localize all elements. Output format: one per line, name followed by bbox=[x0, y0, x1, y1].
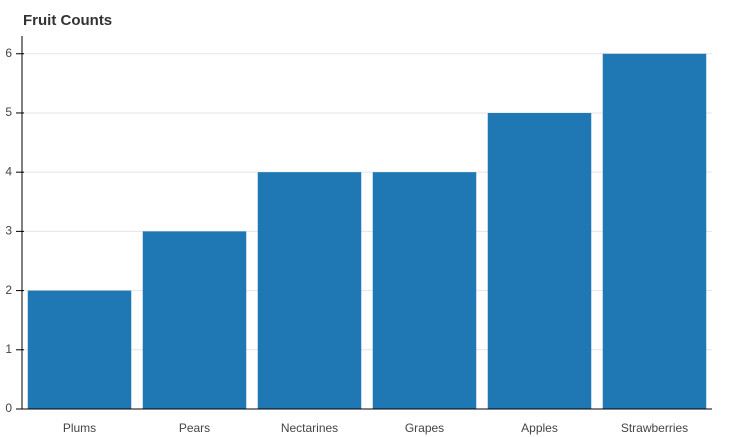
y-tick-label: 0 bbox=[5, 401, 12, 415]
bar bbox=[257, 172, 362, 409]
y-tick-label: 5 bbox=[5, 105, 12, 119]
bar bbox=[487, 112, 592, 409]
bar bbox=[602, 53, 707, 410]
x-tick-label: Plums bbox=[63, 421, 96, 435]
bar bbox=[372, 172, 477, 409]
x-tick-label: Apples bbox=[521, 421, 558, 435]
chart-title: Fruit Counts bbox=[23, 12, 112, 29]
x-tick-label: Strawberries bbox=[621, 421, 688, 435]
x-tick-label: Pears bbox=[179, 421, 210, 435]
x-tick-label: Grapes bbox=[405, 421, 444, 435]
y-tick-label: 4 bbox=[5, 164, 12, 178]
bar bbox=[27, 290, 132, 409]
x-tick-label: Nectarines bbox=[281, 421, 338, 435]
y-tick-label: 6 bbox=[5, 46, 12, 60]
y-tick-label: 1 bbox=[5, 342, 12, 356]
y-tick-label: 2 bbox=[5, 283, 12, 297]
bar bbox=[142, 231, 247, 409]
y-tick-label: 3 bbox=[5, 224, 12, 238]
